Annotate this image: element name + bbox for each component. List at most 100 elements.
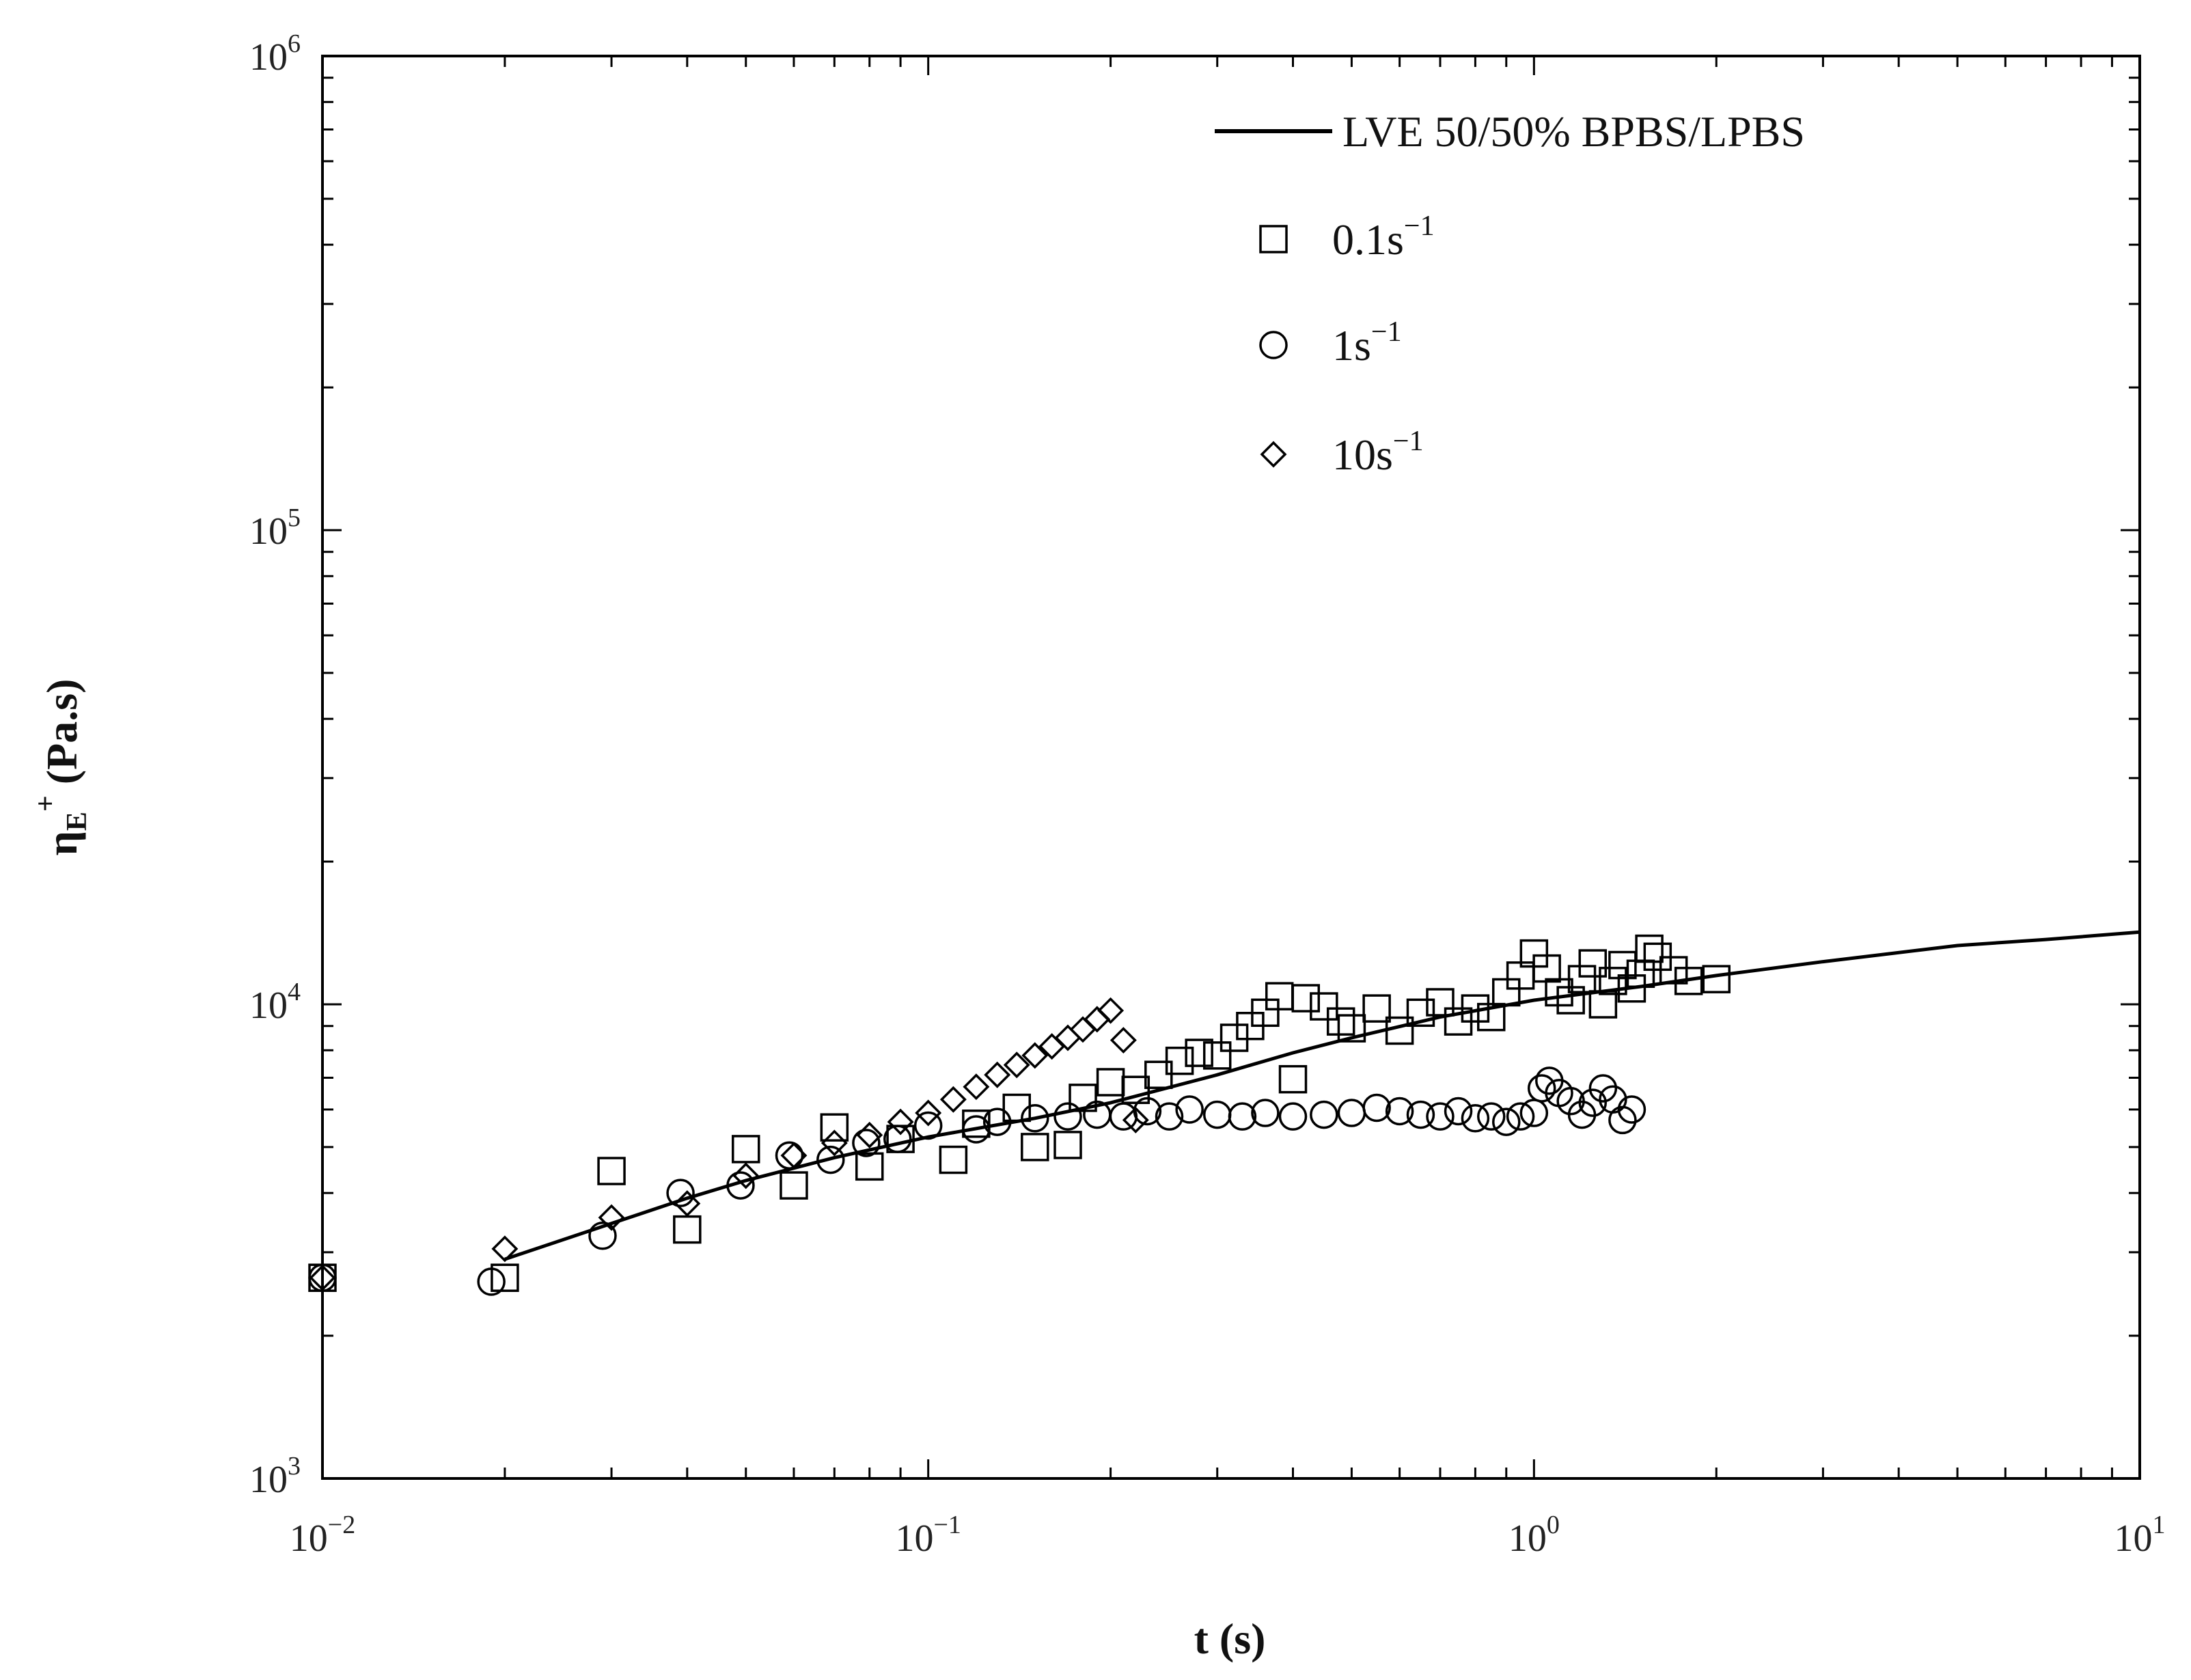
square-point [939,1145,968,1174]
diamond-point [1054,1024,1081,1051]
square-point [673,1215,702,1244]
circle-point [852,1129,881,1157]
square-point [1362,994,1391,1023]
diamond-point [309,1264,336,1291]
square-point [1219,1023,1249,1052]
x-axis-ticks [321,56,2113,1478]
square-point [1002,1093,1031,1123]
square-point [732,1135,760,1163]
square-point [1202,1041,1232,1070]
y-axis-title-unit: (Pa.s) [38,679,86,796]
diamond-point [1069,1016,1097,1043]
circle-point [1155,1102,1184,1131]
x-tick-label: 10−1 [895,1511,961,1560]
y-axis-title-superscript: + [30,795,61,812]
square-point [1578,949,1608,978]
square-point [820,1113,849,1142]
legend-circle-marker [1259,331,1288,359]
square-point [1702,965,1731,993]
square-point [780,1171,808,1200]
circle-point [1202,1100,1232,1129]
y-tick-label: 105 [249,504,301,553]
plot-frame [321,55,2141,1480]
diamond-point [674,1190,701,1217]
legend-square-symbol [1259,225,1288,253]
circle-point [1406,1100,1435,1129]
y-tick-label-base: 10 [249,1459,288,1501]
diamond-point [939,1086,967,1113]
square-point [1599,967,1627,995]
diamond-point [1097,997,1125,1024]
circle-point [588,1222,617,1250]
circle-point [775,1141,804,1170]
circle-point [1506,1102,1535,1131]
circle-point [982,1107,1012,1136]
x-axis-tick-labels: 10−2 10−1 100 101 [290,1511,2166,1560]
circle-point [1461,1104,1490,1133]
legend: LVE 50/50% BPBS/LPBS 0.1s−1 1s−1 10s−1 [1215,107,1805,479]
x-tick-label-base: 10 [895,1517,933,1560]
y-tick-label-base: 10 [249,510,288,553]
square-point [1385,1016,1414,1045]
circle-point [1278,1102,1308,1131]
square-point [1185,1038,1213,1067]
legend-diamond-marker [1260,441,1287,468]
x-tick-label-base: 10 [290,1517,328,1560]
x-tick-label: 10−2 [290,1511,355,1560]
legend-label-lve: LVE 50/50% BPBS/LPBS [1342,107,1805,156]
square-point [1492,978,1521,1007]
square-point [1278,1064,1308,1094]
square-point [1326,1007,1355,1036]
circle-point [962,1115,991,1144]
y-tick-label-exponent: 6 [288,29,301,58]
square-point [1556,986,1585,1015]
square-point [1265,982,1294,1010]
legend-label-1s-main: 1s [1332,321,1371,370]
diamond-point [1038,1033,1066,1060]
x-tick-label-exponent: −1 [933,1511,961,1539]
square-point [1069,1084,1097,1112]
x-tick-label-base: 10 [2114,1517,2153,1560]
series-lve [504,930,2140,1261]
lve-curve [504,930,2140,1261]
square-point [597,1157,626,1185]
circle-point [1444,1097,1473,1126]
y-axis-title-subscript: E [61,812,93,831]
circle-point [1109,1102,1138,1131]
series-1s [308,1066,1646,1296]
y-tick-label-base: 10 [249,984,288,1027]
x-tick-label-exponent: −2 [328,1511,355,1539]
legend-label-0.1s-main: 0.1s [1332,215,1404,264]
legend-label-10s-main: 10s [1332,430,1393,479]
legend-diamond-symbol [1260,441,1287,468]
diamond-point [821,1129,848,1157]
circle-point [1021,1104,1049,1133]
circle-point [816,1145,845,1174]
diamond-point [598,1204,625,1231]
circle-point [1175,1095,1204,1124]
square-point [1096,1068,1125,1097]
square-point [1588,990,1618,1019]
x-tick-label: 100 [1508,1511,1560,1560]
circle-point [1426,1102,1455,1131]
x-tick-label-exponent: 1 [2153,1511,2166,1539]
square-point [855,1152,884,1181]
circle-point [1337,1099,1366,1127]
series-10s [309,997,1149,1291]
y-tick-label: 103 [249,1452,301,1501]
square-point [1635,934,1664,963]
legend-square-marker [1259,225,1288,253]
diamond-point [1021,1042,1049,1069]
square-point [1617,974,1646,1003]
circle-point [1362,1093,1391,1123]
circle-point [1527,1074,1556,1103]
circle-point [726,1171,755,1200]
diamond-point [491,1235,519,1263]
diamond-point [1003,1051,1030,1079]
circle-point [1492,1107,1521,1136]
diamond-point [1122,1106,1149,1133]
square-point [1477,1002,1506,1032]
diamond-point [915,1099,942,1127]
